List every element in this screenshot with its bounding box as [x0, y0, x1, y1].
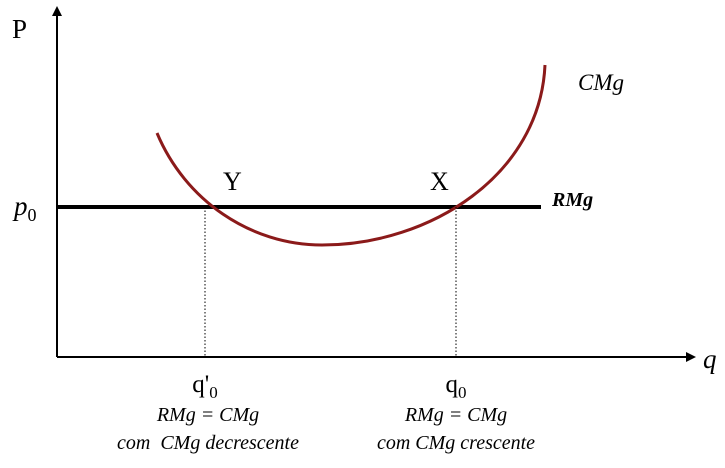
note-right: com CMg crescente: [377, 432, 535, 454]
rmg-label: RMg: [551, 189, 593, 211]
point-y: Y: [223, 167, 242, 196]
q-left-sub: 0: [209, 383, 218, 402]
x-axis-label: q: [703, 344, 717, 374]
price-main: p: [12, 191, 28, 221]
q-right-sub: 0: [458, 383, 467, 402]
price-sub: 0: [28, 205, 37, 225]
condition-right: RMg = CMg: [404, 404, 507, 426]
q-right: q0: [446, 371, 467, 402]
cmg-curve: [155, 64, 547, 247]
y-axis-label: P: [12, 14, 27, 44]
point-x: X: [430, 167, 449, 196]
q-left: q'0: [192, 371, 218, 402]
condition-left: RMg = CMg: [156, 404, 259, 426]
note-left: com CMg decrescente: [117, 432, 299, 454]
price-label: p0: [12, 191, 37, 225]
q-left-main: q': [192, 371, 209, 398]
cmg-label: CMg: [578, 70, 624, 95]
q-right-main: q: [446, 371, 459, 398]
